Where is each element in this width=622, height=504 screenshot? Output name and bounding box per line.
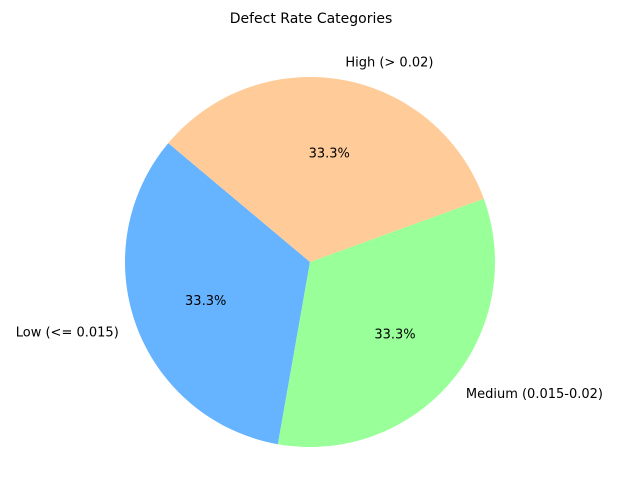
- pie-slices: [125, 77, 495, 447]
- chart-title: Defect Rate Categories: [230, 11, 393, 27]
- pie-labels: 33.3% Low (<= 0.015) 33.3% Medium (0.015-0.…: [16, 56, 603, 402]
- pie-category-label-1: Medium (0.015-0.02): [466, 387, 603, 402]
- pie-category-label-2: High (> 0.02): [345, 56, 433, 71]
- pie-pct-label-2: 33.3%: [309, 147, 350, 162]
- pie-slice-1: [277, 198, 495, 447]
- pie-pct-label-0: 33.3%: [185, 294, 226, 309]
- pie-category-label-0: Low (<= 0.015): [16, 326, 119, 341]
- pie-slice-2: [168, 77, 484, 263]
- pie-pct-label-1: 33.3%: [374, 327, 415, 342]
- pie-slice-0: [125, 143, 310, 445]
